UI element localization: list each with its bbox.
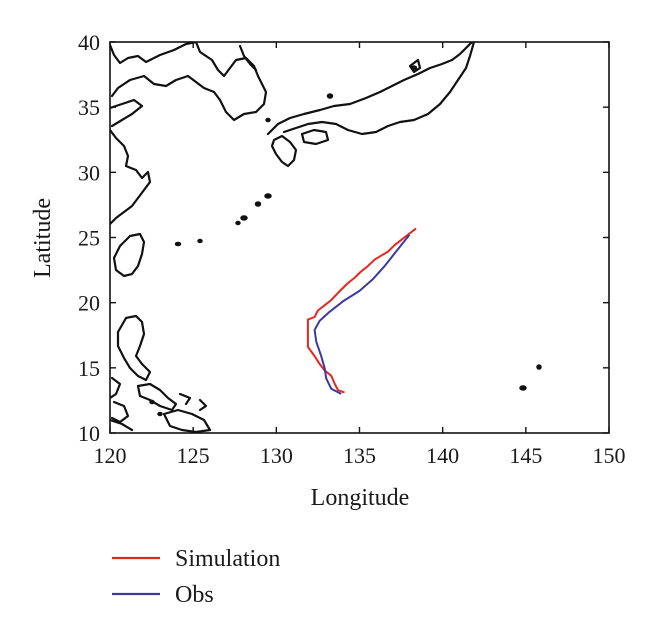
x-tick-label: 145 [509, 443, 542, 468]
x-tick-label: 140 [426, 443, 459, 468]
coastline-basemap [110, 42, 542, 433]
philippines-islets-coastline [110, 376, 208, 424]
japan-shikoku-coastline [300, 128, 330, 146]
mariana-island-1 [519, 385, 527, 391]
china-korea-coastline [110, 42, 268, 122]
y-axis-ticks: 10 15 20 25 30 35 40 [78, 30, 609, 446]
ryukyu-island-3 [240, 215, 248, 221]
x-tick-label: 135 [343, 443, 376, 468]
taiwan-coastline [112, 232, 146, 278]
legend-label-simulation: Simulation [175, 546, 280, 572]
ryukyu-island-2 [254, 201, 262, 207]
mindanao-coastline [162, 408, 212, 433]
izu-island-1 [326, 93, 334, 99]
east-china-coastline [110, 128, 152, 226]
y-tick-label: 10 [78, 421, 100, 446]
korea-east-coastline [238, 44, 258, 72]
borneo-coastline [110, 418, 134, 432]
y-tick-label: 30 [78, 160, 100, 185]
y-tick-label: 35 [78, 95, 100, 120]
y-tick-label: 20 [78, 291, 100, 316]
izu-island-2 [265, 117, 271, 123]
legend-label-obs: Obs [175, 582, 214, 608]
philippine-islet-1 [149, 399, 155, 405]
series-line-obs [313, 234, 411, 395]
y-tick-label: 15 [78, 356, 100, 381]
y-tick-label: 25 [78, 226, 100, 251]
y-axis-label: Latitude [30, 198, 56, 278]
track-series-layer [306, 227, 417, 395]
x-axis-ticks: 120 125 130 135 140 145 150 [94, 42, 626, 468]
x-axis-label: Longitude [311, 485, 410, 511]
ryukyu-island-5 [174, 241, 182, 247]
ryukyu-island-1 [264, 193, 272, 199]
x-tick-label: 125 [177, 443, 210, 468]
japan-kyushu-coastline [270, 134, 298, 168]
mariana-island-2 [536, 364, 542, 370]
y-tick-label: 40 [78, 30, 100, 55]
shandong-coastline [110, 98, 144, 128]
visayas-coastline [136, 382, 178, 412]
japan-honshu-coastline [266, 42, 476, 136]
x-tick-label: 150 [593, 443, 626, 468]
x-tick-label: 120 [94, 443, 127, 468]
ryukyu-island-6 [197, 238, 203, 244]
x-tick-label: 130 [260, 443, 293, 468]
ryukyu-island-4 [235, 220, 241, 226]
sado-island [410, 65, 418, 71]
luzon-coastline [116, 314, 152, 382]
philippine-islet-2 [157, 411, 163, 417]
legend: Simulation Obs [112, 546, 280, 608]
series-line-simulation [306, 227, 417, 394]
